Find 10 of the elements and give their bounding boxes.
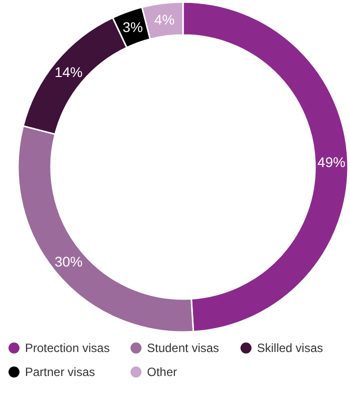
data-label: 14%: [54, 64, 83, 80]
legend-label: Student visas: [147, 341, 220, 356]
legend-label: Protection visas: [25, 341, 110, 356]
data-label: 30%: [54, 254, 83, 270]
data-label: 4%: [154, 12, 175, 28]
data-label: 49%: [317, 154, 346, 170]
legend-label: Skilled visas: [257, 341, 324, 356]
data-label: 3%: [122, 19, 143, 36]
legend-label: Partner visas: [25, 365, 96, 380]
legend-label: Other: [147, 365, 178, 380]
